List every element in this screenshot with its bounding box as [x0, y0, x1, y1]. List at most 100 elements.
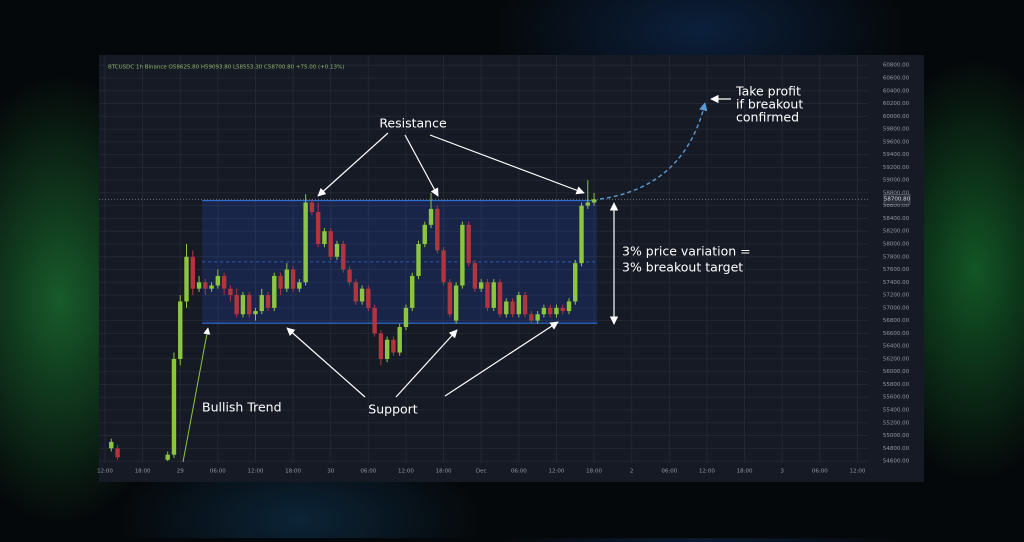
- x-tick-label: Dec: [476, 469, 487, 475]
- chart-panel: [99, 55, 924, 482]
- x-tick-label: 06:00: [812, 469, 828, 475]
- candle-body: [466, 224, 471, 264]
- y-tick-label: 57200.00: [883, 293, 910, 299]
- candle-body: [435, 208, 440, 251]
- candle-body: [579, 205, 584, 264]
- candle-body: [585, 202, 590, 206]
- y-tick-label: 60000.00: [883, 114, 910, 120]
- y-tick-label: 59800.00: [883, 127, 910, 133]
- x-tick-label: 3: [780, 469, 784, 475]
- candle-body: [422, 224, 427, 244]
- x-tick-label: 06:00: [661, 469, 677, 475]
- candle-body: [247, 295, 252, 315]
- projection: [599, 102, 708, 200]
- y-tick-label: 60400.00: [883, 88, 910, 94]
- candle-body: [253, 311, 258, 315]
- candle-body: [403, 307, 409, 327]
- y-tick-label: 58400.00: [883, 216, 910, 222]
- x-tick-label: 18:00: [586, 469, 602, 475]
- y-tick-label: 56200.00: [883, 356, 910, 362]
- candle-body: [278, 275, 283, 289]
- candle-body: [341, 243, 346, 270]
- candle-body: [297, 282, 302, 289]
- candle-body: [372, 307, 377, 334]
- y-tick-label: 59400.00: [883, 152, 910, 158]
- candle-body: [573, 263, 578, 302]
- candle-body: [441, 250, 446, 283]
- y-tick-label: 56400.00: [883, 344, 910, 350]
- candle-body: [196, 282, 202, 289]
- y-tick-label: 60800.00: [883, 63, 910, 69]
- y-tick-label: 54800.00: [883, 446, 910, 452]
- candle-body: [272, 275, 277, 308]
- candle-body: [322, 231, 327, 244]
- candle-body: [516, 295, 522, 315]
- x-tick-label: 18:00: [135, 469, 151, 475]
- annotation: if breakout: [736, 97, 803, 112]
- x-tick-label: 12:00: [699, 469, 715, 475]
- trend-arrow: [182, 327, 211, 463]
- candle-body: [560, 307, 565, 312]
- candle-body: [479, 282, 484, 289]
- candle-body: [510, 301, 515, 315]
- candle-body: [547, 307, 553, 315]
- candle-body: [234, 295, 239, 315]
- candle-body: [115, 448, 120, 458]
- arrow: [429, 134, 585, 195]
- candle-body: [378, 333, 384, 359]
- candle-body: [284, 269, 290, 289]
- y-tick-label: 58800.00: [883, 190, 910, 196]
- y-tick-label: 59000.00: [883, 178, 910, 184]
- axes: 54600.00 54800.00 55000.00 55200.00 55400.00…: [97, 63, 911, 475]
- y-tick-label: 55200.00: [883, 420, 910, 426]
- annotation: Support: [368, 402, 418, 417]
- candles: [109, 180, 597, 462]
- y-tick-label: 54600.00: [883, 459, 910, 465]
- y-tick-label: 58200.00: [883, 229, 910, 235]
- y-tick-label: 59600.00: [883, 139, 910, 145]
- candle-body: [447, 282, 453, 315]
- x-tick-label: 2: [630, 469, 634, 475]
- candle-body: [566, 301, 572, 312]
- candle-body: [328, 231, 333, 257]
- annotation: confirmed: [736, 110, 799, 125]
- candle-body: [315, 212, 321, 244]
- arrow: [404, 134, 439, 197]
- y-tick-label: 58600.00: [883, 203, 910, 209]
- y-tick-label: 56800.00: [883, 318, 910, 324]
- candle-body: [303, 202, 308, 283]
- annotation-arrows: [182, 94, 731, 463]
- grid: [99, 55, 868, 463]
- annotation: 3% breakout target: [622, 260, 743, 275]
- y-tick-label: 60200.00: [883, 101, 910, 107]
- candle-body: [165, 454, 170, 460]
- candle-body: [504, 301, 509, 315]
- candle-body: [259, 295, 264, 312]
- candle-body: [203, 282, 208, 289]
- y-tick-label: 57000.00: [883, 305, 910, 311]
- candle-body: [522, 295, 528, 315]
- candle-body: [391, 339, 396, 353]
- arrow: [317, 132, 389, 197]
- y-tick-label: 55000.00: [883, 433, 910, 439]
- candle-body: [215, 275, 221, 286]
- candle-body: [416, 243, 421, 276]
- x-tick-label: 12:00: [849, 469, 865, 475]
- candle-body: [491, 282, 496, 308]
- candle-body: [591, 199, 597, 203]
- candle-body: [535, 314, 540, 321]
- candle-body: [366, 288, 371, 308]
- candle-body: [209, 285, 214, 289]
- x-tick-label: 12:00: [248, 469, 264, 475]
- x-tick-label: 06:00: [210, 469, 226, 475]
- candle-body: [171, 358, 177, 455]
- y-tick-label: 56000.00: [883, 369, 910, 375]
- x-tick-label: 30: [327, 469, 334, 475]
- x-tick-label: 18:00: [737, 469, 753, 475]
- y-tick-label: 57600.00: [883, 267, 910, 273]
- candle-body: [353, 282, 358, 302]
- candle-body: [240, 295, 246, 315]
- last-price-tag: [883, 193, 911, 205]
- candle-body: [428, 208, 434, 225]
